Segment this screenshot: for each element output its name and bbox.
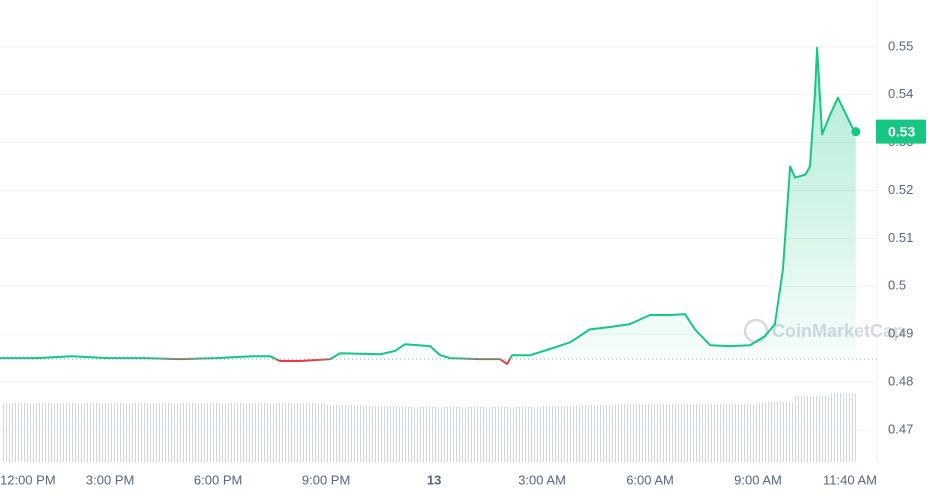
volume-bar (218, 403, 255, 462)
y-tick-label: 0.49 (888, 326, 913, 341)
volume-bar (722, 404, 759, 462)
volume-bar (614, 404, 651, 462)
y-tick-label: 0.47 (888, 421, 913, 436)
volume-bar (650, 404, 687, 462)
volume-bar (398, 407, 435, 462)
x-tick-label: 13 (427, 472, 441, 487)
grid (0, 46, 877, 431)
volume-bar (578, 405, 615, 462)
y-tick-label: 0.48 (888, 373, 913, 388)
price-line (0, 46, 877, 365)
y-tick-label: 0.52 (888, 182, 913, 197)
y-tick-label: 0.54 (888, 86, 913, 101)
price-line-down (0, 359, 512, 365)
x-tick-label: 6:00 AM (626, 472, 674, 487)
volume-bar (434, 407, 471, 462)
y-tick-label: 0.55 (888, 38, 913, 53)
volume-bar (182, 403, 219, 462)
x-tick-label: 3:00 AM (518, 472, 566, 487)
volume-bar (254, 403, 291, 462)
y-tick-label: 0.51 (888, 230, 913, 245)
volume-bar (362, 406, 399, 462)
volume-bar (146, 403, 183, 462)
x-tick-label: 9:00 PM (302, 472, 350, 487)
x-tick-label: 3:00 PM (86, 472, 134, 487)
last-point (851, 127, 861, 137)
price-tag-label: 0.53 (888, 123, 915, 139)
volume-bar (2, 403, 39, 462)
volume-bar (38, 403, 75, 462)
labels: 0.47 0.48 0.49 0.5 0.51 0.52 0.53 0.54 0.55 12:00… (0, 38, 926, 487)
volume-bar (506, 407, 543, 462)
volume (2, 393, 856, 462)
y-tick-label: 0.5 (888, 278, 906, 293)
price-tag (876, 119, 926, 144)
volume-bar (326, 405, 363, 462)
volume-bar (686, 404, 723, 462)
x-tick-label: 6:00 PM (194, 472, 242, 487)
volume-bar (470, 407, 507, 462)
x-tick-label: 11:40 AM (823, 472, 877, 487)
x-tick-label: 12:00 PM (0, 472, 56, 487)
volume-bar (74, 403, 111, 462)
x-tick-label: 9:00 AM (734, 472, 782, 487)
volume-bar (830, 393, 856, 462)
volume-bar (542, 406, 579, 462)
volume-bar (110, 403, 147, 462)
volume-bar (758, 402, 795, 462)
volume-bar (290, 403, 327, 462)
price-area (0, 47, 856, 360)
price-line-up (0, 46, 857, 360)
volume-bar (794, 396, 831, 462)
